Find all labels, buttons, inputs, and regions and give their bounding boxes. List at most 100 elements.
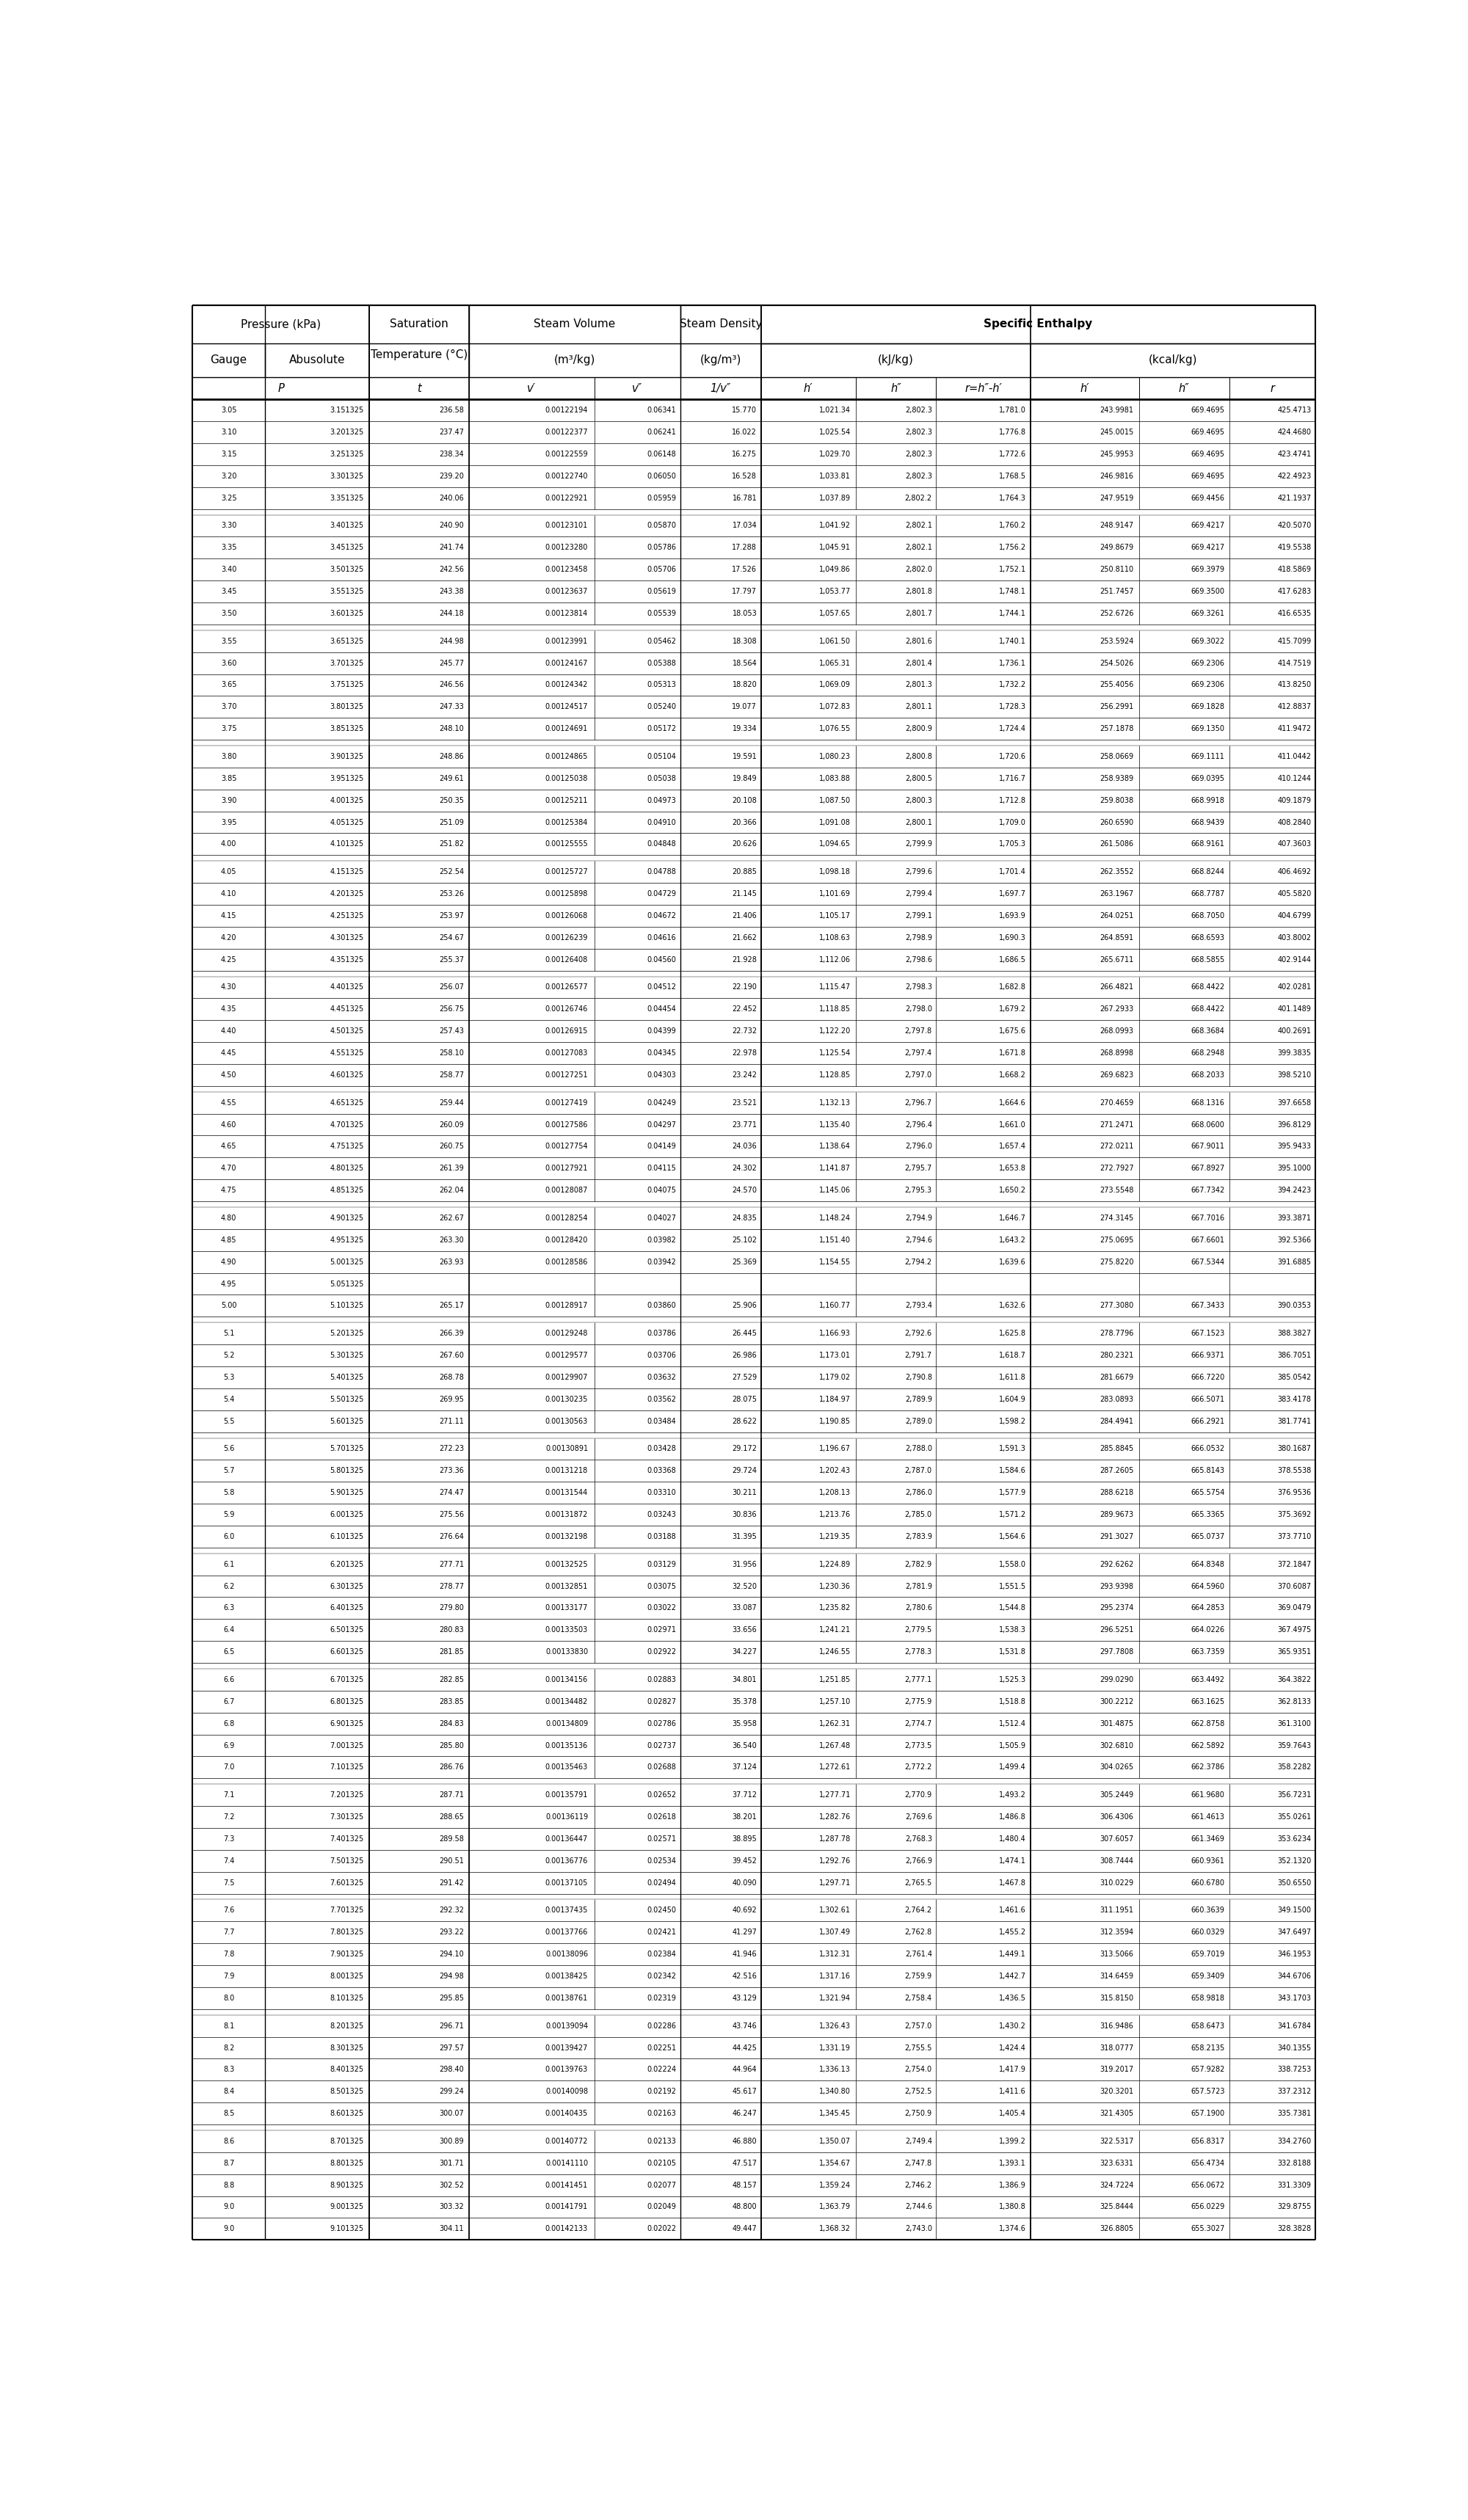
Text: 306.4306: 306.4306: [1100, 1814, 1133, 1819]
Text: 0.00122559: 0.00122559: [545, 451, 589, 459]
Text: 0.04297: 0.04297: [647, 1121, 677, 1129]
Text: 1,598.2: 1,598.2: [998, 1419, 1026, 1424]
Text: 275.8220: 275.8220: [1100, 1257, 1133, 1265]
Text: Steam Density: Steam Density: [680, 318, 762, 330]
Text: 3.05: 3.05: [220, 406, 236, 413]
Text: 0.02688: 0.02688: [647, 1764, 677, 1772]
Text: 7.0: 7.0: [223, 1764, 235, 1772]
Text: 1,531.8: 1,531.8: [998, 1648, 1026, 1656]
Text: 0.00140435: 0.00140435: [545, 2109, 589, 2117]
Text: 266.4821: 266.4821: [1100, 983, 1133, 990]
Text: 390.0353: 390.0353: [1277, 1303, 1311, 1310]
Text: 5.801325: 5.801325: [330, 1467, 364, 1474]
Text: 258.10: 258.10: [439, 1048, 464, 1056]
Text: 26.445: 26.445: [733, 1331, 757, 1338]
Text: 44.425: 44.425: [733, 2044, 757, 2051]
Text: 268.8998: 268.8998: [1100, 1048, 1133, 1056]
Text: 6.8: 6.8: [223, 1719, 235, 1726]
Text: 412.8837: 412.8837: [1277, 703, 1311, 711]
Text: 0.04027: 0.04027: [647, 1215, 677, 1222]
Text: 34.227: 34.227: [733, 1648, 757, 1656]
Text: 0.05313: 0.05313: [647, 680, 677, 688]
Text: 0.00142133: 0.00142133: [545, 2225, 589, 2233]
Text: 2,798.9: 2,798.9: [904, 935, 932, 942]
Text: 0.03942: 0.03942: [647, 1257, 677, 1265]
Text: 0.02319: 0.02319: [647, 1993, 677, 2001]
Text: 295.2374: 295.2374: [1100, 1605, 1133, 1613]
Text: 19.334: 19.334: [733, 726, 757, 733]
Text: 2,802.3: 2,802.3: [904, 406, 932, 413]
Text: 4.90: 4.90: [220, 1257, 236, 1265]
Text: 297.57: 297.57: [439, 2044, 464, 2051]
Text: 5.4: 5.4: [223, 1396, 235, 1404]
Text: 1,686.5: 1,686.5: [998, 955, 1026, 963]
Text: 1,230.36: 1,230.36: [819, 1583, 851, 1590]
Text: 1,442.7: 1,442.7: [998, 1973, 1026, 1981]
Text: 0.00130891: 0.00130891: [545, 1446, 589, 1452]
Text: 291.42: 291.42: [439, 1880, 464, 1887]
Text: 0.04848: 0.04848: [647, 842, 677, 847]
Text: 4.251325: 4.251325: [330, 912, 364, 920]
Text: 2,750.9: 2,750.9: [904, 2109, 932, 2117]
Text: 669.2306: 669.2306: [1191, 680, 1224, 688]
Text: 5.051325: 5.051325: [330, 1280, 364, 1288]
Text: 0.03243: 0.03243: [647, 1512, 677, 1520]
Text: 2,746.2: 2,746.2: [904, 2182, 932, 2190]
Text: 244.18: 244.18: [439, 610, 464, 617]
Text: 1,080.23: 1,080.23: [819, 753, 851, 761]
Text: 1,160.77: 1,160.77: [819, 1303, 851, 1310]
Text: 1,697.7: 1,697.7: [998, 890, 1026, 897]
Text: 5.501325: 5.501325: [330, 1396, 364, 1404]
Text: 24.302: 24.302: [733, 1164, 757, 1172]
Text: 658.2135: 658.2135: [1191, 2044, 1224, 2051]
Text: 409.1879: 409.1879: [1277, 796, 1311, 804]
Text: 301.4875: 301.4875: [1100, 1719, 1133, 1726]
Text: 2,795.3: 2,795.3: [904, 1187, 932, 1194]
Text: 239.20: 239.20: [439, 471, 464, 479]
Text: 406.4692: 406.4692: [1277, 869, 1311, 874]
Text: 664.8348: 664.8348: [1191, 1560, 1224, 1567]
Text: 0.00131218: 0.00131218: [545, 1467, 589, 1474]
Text: 1,302.61: 1,302.61: [819, 1908, 851, 1915]
Text: 386.7051: 386.7051: [1277, 1351, 1311, 1358]
Text: 7.2: 7.2: [223, 1814, 235, 1819]
Text: 251.82: 251.82: [439, 842, 464, 847]
Text: 268.78: 268.78: [439, 1373, 464, 1381]
Text: 21.928: 21.928: [733, 955, 757, 963]
Text: 0.00127251: 0.00127251: [545, 1071, 589, 1079]
Text: 250.35: 250.35: [439, 796, 464, 804]
Text: 3.651325: 3.651325: [330, 638, 364, 645]
Text: Saturation: Saturation: [390, 318, 448, 330]
Text: 22.452: 22.452: [733, 1005, 757, 1013]
Text: 311.1951: 311.1951: [1100, 1908, 1133, 1915]
Text: 20.626: 20.626: [733, 842, 757, 847]
Text: 1,115.47: 1,115.47: [819, 983, 851, 990]
Text: 1,480.4: 1,480.4: [998, 1835, 1026, 1842]
Text: 666.2921: 666.2921: [1191, 1419, 1224, 1424]
Text: 1,196.67: 1,196.67: [819, 1446, 851, 1452]
Text: 395.1000: 395.1000: [1277, 1164, 1311, 1172]
Text: 668.0600: 668.0600: [1191, 1121, 1224, 1129]
Text: 1,262.31: 1,262.31: [819, 1719, 851, 1726]
Text: 27.529: 27.529: [733, 1373, 757, 1381]
Text: 2,798.0: 2,798.0: [904, 1005, 932, 1013]
Text: 669.2306: 669.2306: [1191, 660, 1224, 668]
Text: 355.0261: 355.0261: [1277, 1814, 1311, 1819]
Text: 244.98: 244.98: [439, 638, 464, 645]
Text: 0.00132198: 0.00132198: [545, 1532, 589, 1540]
Text: 0.00123280: 0.00123280: [545, 544, 589, 552]
Text: 6.6: 6.6: [223, 1676, 235, 1683]
Text: 1,132.13: 1,132.13: [819, 1099, 851, 1106]
Text: 1,716.7: 1,716.7: [998, 774, 1026, 781]
Text: 1,505.9: 1,505.9: [998, 1741, 1026, 1749]
Text: 253.26: 253.26: [439, 890, 464, 897]
Text: 0.06050: 0.06050: [647, 471, 677, 479]
Text: 8.201325: 8.201325: [330, 2021, 364, 2029]
Text: 272.0211: 272.0211: [1100, 1144, 1133, 1149]
Text: 2,797.4: 2,797.4: [904, 1048, 932, 1056]
Text: 261.5086: 261.5086: [1100, 842, 1133, 847]
Text: 3.901325: 3.901325: [330, 753, 364, 761]
Text: 0.00129907: 0.00129907: [545, 1373, 589, 1381]
Text: 1,235.82: 1,235.82: [819, 1605, 851, 1613]
Text: 5.1: 5.1: [223, 1331, 235, 1338]
